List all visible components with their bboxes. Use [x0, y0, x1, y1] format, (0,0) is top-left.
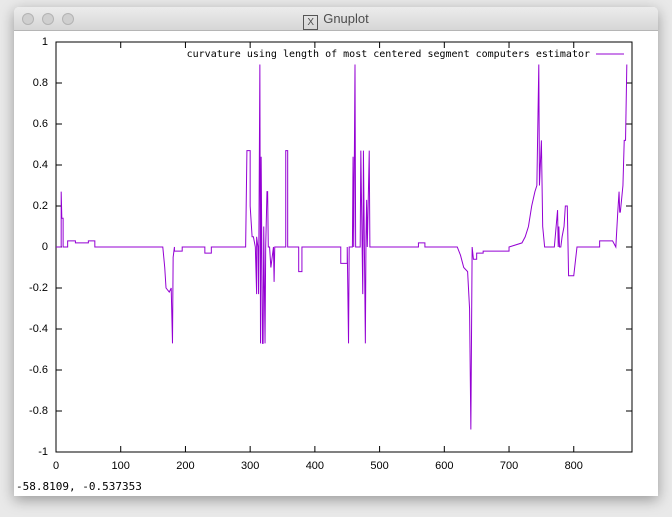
- window-title-text: Gnuplot: [323, 11, 369, 26]
- y-tick-label: 1: [42, 36, 48, 48]
- x-icon: X: [303, 15, 319, 30]
- close-button[interactable]: [22, 13, 34, 25]
- x-tick-label: 700: [500, 460, 518, 472]
- y-tick-label: -0.4: [29, 323, 48, 335]
- x-tick-label: 100: [112, 460, 130, 472]
- y-tick-label: -0.8: [29, 405, 48, 417]
- y-tick-label: 0.4: [33, 159, 48, 171]
- x-tick-label: 0: [53, 460, 59, 472]
- window-title: X Gnuplot: [14, 11, 658, 30]
- x-tick-label: 200: [176, 460, 194, 472]
- x-tick-label: 600: [435, 460, 453, 472]
- x-tick-label: 400: [306, 460, 324, 472]
- x-tick-label: 300: [241, 460, 259, 472]
- y-tick-label: 0.6: [33, 118, 48, 130]
- minimize-button[interactable]: [42, 13, 54, 25]
- data-line: [56, 64, 628, 430]
- y-tick-label: 0.8: [33, 77, 48, 89]
- x-tick-label: 500: [370, 460, 388, 472]
- y-tick-label: 0: [42, 241, 48, 253]
- y-tick-label: 0.2: [33, 200, 48, 212]
- chart: -1 -0.8 -0.6 -0.4 -0.2 0 0.2 0.4 0.6 0.8 1 0 100 200 3…: [29, 36, 633, 472]
- zoom-button[interactable]: [62, 13, 74, 25]
- legend-label: curvature using length of most centered …: [187, 49, 590, 60]
- y-tick-label: -0.6: [29, 364, 48, 376]
- status-text: -58.8109, -0.537353: [16, 480, 142, 493]
- y-tick-label: -1: [38, 446, 48, 458]
- window: X Gnuplot -58.8109, -0.537353 -1 -0.8 -0.6-…: [14, 7, 658, 496]
- title-bar: X Gnuplot: [14, 7, 658, 31]
- x-tick-label: 800: [565, 460, 583, 472]
- y-tick-label: -0.2: [29, 282, 48, 294]
